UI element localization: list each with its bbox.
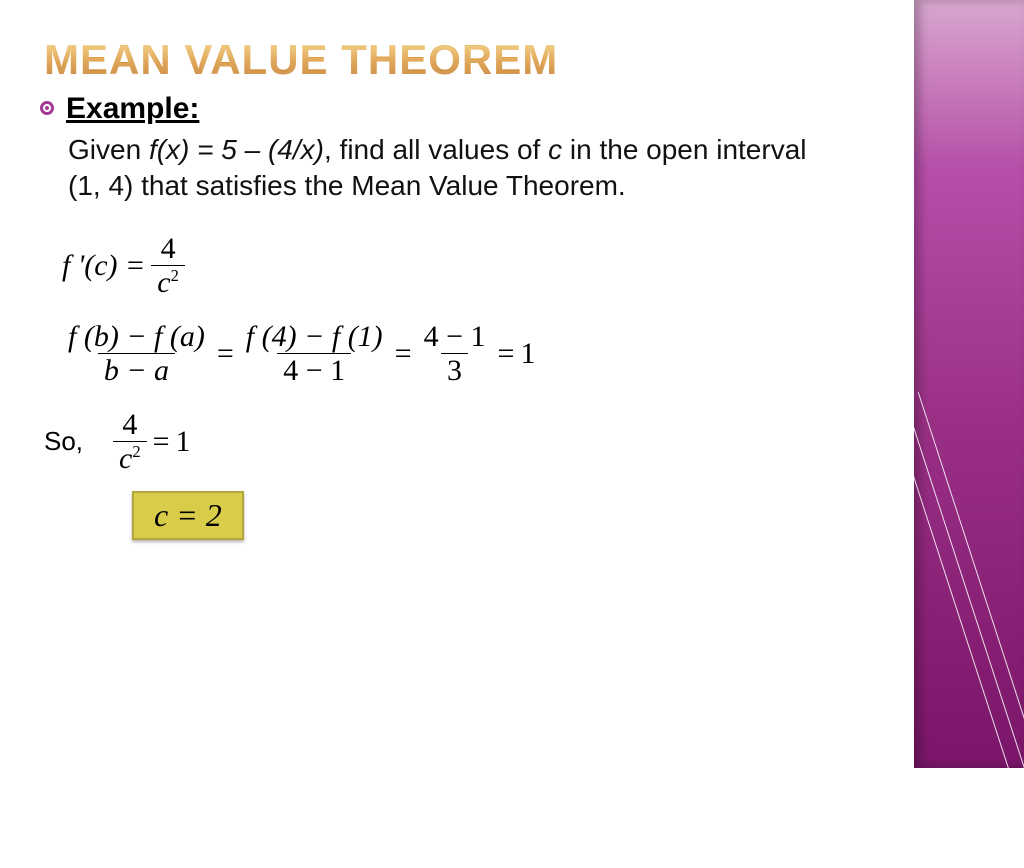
eq3-den: c2	[113, 441, 147, 475]
eq2-frac1-den: b − a	[98, 353, 175, 387]
eq1-fraction: 4 c2	[151, 233, 185, 299]
example-label: Example:	[66, 92, 199, 126]
eq2-frac2-den: 4 − 1	[277, 353, 351, 387]
math-area: f '(c) = 4 c2 f (b) − f (a) b − a = f (4…	[44, 233, 860, 540]
slide-content: Mean Value Theorem Example: Given f(x) =…	[0, 0, 900, 540]
equals-2: =	[395, 337, 412, 371]
accent-line-1	[886, 392, 1024, 868]
example-row: Example:	[40, 92, 860, 126]
eq3-result: 1	[176, 425, 191, 459]
problem-statement: Given f(x) = 5 – (4/x), find all values …	[68, 132, 828, 205]
accent-line-3	[918, 392, 1024, 868]
eq2-result: 1	[520, 337, 535, 371]
answer-text: c = 2	[154, 497, 222, 533]
eq2-frac3: 4 − 1 3	[418, 321, 492, 387]
eq1-den-base: c	[157, 266, 170, 299]
equals-4: =	[153, 425, 170, 459]
eq3-den-base: c	[119, 442, 132, 475]
eq3-den-exp: 2	[132, 442, 140, 461]
problem-var-c: c	[548, 134, 562, 165]
equation-secant: f (b) − f (a) b − a = f (4) − f (1) 4 − …	[62, 321, 860, 387]
equals-3: =	[498, 337, 515, 371]
eq2-frac2-num: f (4) − f (1)	[240, 321, 389, 354]
eq2-frac3-num: 4 − 1	[418, 321, 492, 354]
problem-mid1: , find all values of	[324, 134, 548, 165]
eq3-num: 4	[116, 409, 143, 442]
eq3-fraction: 4 c2	[113, 409, 147, 475]
eq2-frac2: f (4) − f (1) 4 − 1	[240, 321, 389, 387]
equals-1: =	[217, 337, 234, 371]
side-accent-band	[914, 0, 1024, 768]
bullet-icon	[40, 101, 54, 115]
slide-title: Mean Value Theorem	[44, 36, 860, 84]
so-label: So,	[44, 426, 83, 457]
eq2-frac1: f (b) − f (a) b − a	[62, 321, 211, 387]
eq2-frac3-den: 3	[441, 353, 468, 387]
equation-derivative: f '(c) = 4 c2	[62, 233, 860, 299]
eq1-num: 4	[155, 233, 182, 266]
eq1-den: c2	[151, 265, 185, 299]
answer-box: c = 2	[132, 491, 244, 540]
eq1-den-exp: 2	[171, 266, 179, 285]
eq1-lhs: f '(c) =	[62, 249, 145, 283]
problem-function: f(x) = 5 – (4/x)	[149, 134, 324, 165]
eq2-frac1-num: f (b) − f (a)	[62, 321, 211, 354]
equation-solve: So, 4 c2 = 1	[44, 409, 860, 475]
problem-prefix: Given	[68, 134, 149, 165]
